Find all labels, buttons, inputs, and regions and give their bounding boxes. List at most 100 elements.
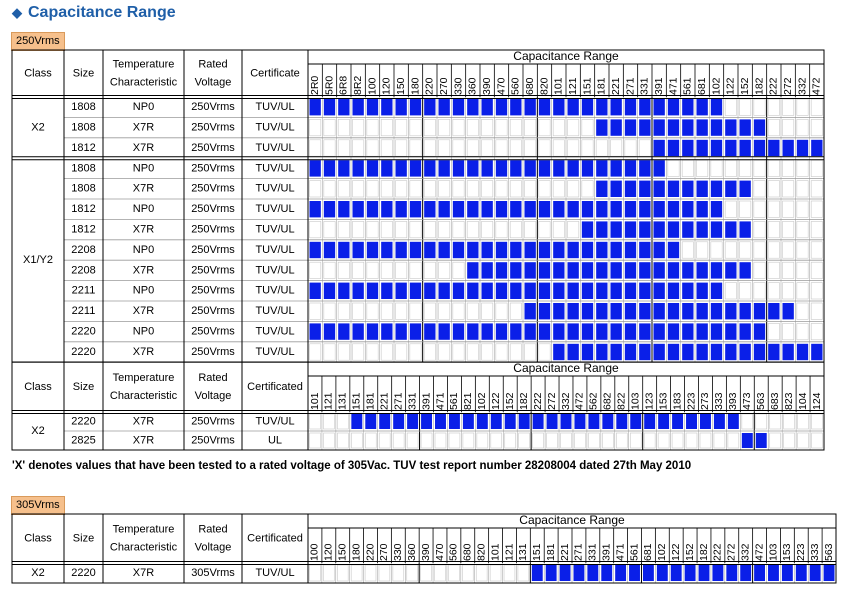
capacitance-cell-empty — [366, 180, 379, 198]
capacitance-cell-filled — [639, 303, 651, 320]
capacitance-cell-empty — [769, 432, 781, 449]
capacitance-cell-empty — [481, 221, 494, 239]
capacitance-cell-empty — [351, 432, 363, 449]
row-certificate: TUV/UL — [255, 326, 294, 338]
column-label: 390 — [420, 543, 432, 561]
capacitance-cell-filled — [624, 323, 637, 340]
capacitance-cell-empty — [810, 180, 823, 198]
column-label: 472 — [574, 392, 586, 410]
capacitance-cell-empty — [406, 564, 418, 582]
capacitance-cell-empty — [796, 221, 809, 239]
capacitance-cell-filled — [639, 241, 651, 259]
capacitance-cell-empty — [581, 180, 594, 198]
capacitance-cell-empty — [767, 119, 780, 137]
capacitance-cell-empty — [503, 564, 516, 582]
capacitance-cell-filled — [624, 201, 637, 218]
capacitance-cell-empty — [810, 241, 823, 259]
capacitance-cell-filled — [467, 282, 479, 299]
capacitance-cell-filled — [366, 241, 379, 259]
capacitance-cell-filled — [553, 343, 565, 361]
column-label: 221 — [610, 77, 622, 95]
column-label: 391 — [601, 543, 613, 561]
column-label: 473 — [741, 392, 753, 410]
capacitance-cell-filled — [644, 414, 656, 429]
header-rated: Rated — [198, 58, 227, 70]
capacitance-cell-empty — [309, 221, 322, 239]
capacitance-cell-filled — [438, 323, 450, 340]
capacitance-cell-empty — [323, 139, 336, 157]
capacitance-cell-filled — [538, 282, 551, 299]
header-capacitance-range: Capacitance Range — [513, 49, 619, 63]
capacitance-cell-filled — [596, 241, 608, 259]
capacitance-cell-filled — [610, 180, 622, 197]
capacitance-cell-filled — [409, 160, 422, 177]
capacitance-cell-empty — [452, 221, 465, 239]
capacitance-cell-filled — [510, 201, 522, 218]
capacitance-cell-filled — [782, 343, 794, 361]
capacitance-cell-filled — [639, 221, 651, 238]
capacitance-cell-filled — [740, 565, 752, 581]
capacitance-cell-filled — [656, 565, 668, 581]
capacitance-cell-filled — [588, 414, 600, 429]
column-label: 121 — [323, 392, 335, 410]
column-label: 221 — [378, 392, 390, 410]
capacitance-cell-filled — [338, 241, 350, 259]
row-temperature: X7R — [133, 415, 154, 427]
capacitance-cell-filled — [567, 262, 579, 279]
capacitance-cell-empty — [552, 119, 565, 137]
capacitance-cell-filled — [490, 414, 502, 429]
capacitance-cell-empty — [423, 261, 436, 279]
capacitance-cell-filled — [395, 241, 407, 259]
column-label: 103 — [630, 392, 642, 410]
capacitance-cell-filled — [438, 241, 450, 259]
column-label: 152 — [684, 543, 696, 561]
row-voltage: 250Vrms — [191, 183, 235, 195]
column-label: 104 — [797, 392, 809, 410]
capacitance-cell-empty — [423, 302, 436, 320]
capacitance-cell-empty — [546, 432, 558, 449]
capacitance-cell-empty — [783, 432, 795, 449]
capacitance-cell-filled — [653, 323, 665, 340]
capacitance-cell-empty — [724, 241, 737, 259]
column-label: 472 — [811, 77, 823, 95]
column-label: 560 — [448, 543, 460, 561]
capacitance-cell-filled — [596, 201, 608, 218]
header-characteristic: Characteristic — [110, 76, 178, 88]
column-label: 471 — [614, 543, 626, 561]
capacitance-cell-empty — [796, 119, 809, 137]
capacitance-cell-filled — [667, 221, 680, 238]
capacitance-cell-filled — [727, 414, 739, 429]
capacitance-cell-filled — [424, 201, 436, 218]
capacitance-cell-filled — [424, 241, 436, 259]
row-temperature: X7R — [133, 183, 154, 195]
capacitance-cell-filled — [639, 119, 651, 136]
column-label: 182 — [518, 392, 530, 410]
capacitance-cell-filled — [726, 565, 738, 581]
capacitance-cell-empty — [438, 343, 451, 361]
capacitance-cell-filled — [567, 241, 579, 259]
capacitance-cell-filled — [338, 282, 350, 299]
capacitance-cell-filled — [424, 282, 436, 299]
capacitance-cell-filled — [567, 323, 579, 340]
capacitance-cell-filled — [351, 414, 363, 429]
capacitance-cell-empty — [309, 302, 322, 320]
capacitance-cell-empty — [495, 119, 508, 137]
capacitance-cell-filled — [739, 119, 751, 136]
capacitance-cell-empty — [810, 261, 823, 279]
row-temperature: X7R — [133, 434, 154, 446]
voltage-badge-305: 305Vrms — [11, 496, 65, 515]
capacitance-cell-filled — [581, 99, 594, 116]
capacitance-cell-empty — [685, 432, 698, 449]
capacitance-cell-filled — [624, 99, 637, 116]
capacitance-cell-filled — [682, 201, 694, 218]
capacitance-cell-filled — [524, 160, 536, 177]
capacitance-cell-filled — [653, 160, 665, 177]
column-label: 131 — [517, 543, 529, 561]
capacitance-cell-empty — [567, 180, 580, 198]
capacitance-cell-filled — [653, 139, 665, 157]
capacitance-cell-filled — [596, 99, 608, 116]
column-label: 123 — [643, 392, 655, 410]
capacitance-cell-empty — [495, 221, 508, 239]
capacitance-cell-filled — [309, 323, 321, 340]
capacitance-cell-empty — [710, 241, 723, 259]
